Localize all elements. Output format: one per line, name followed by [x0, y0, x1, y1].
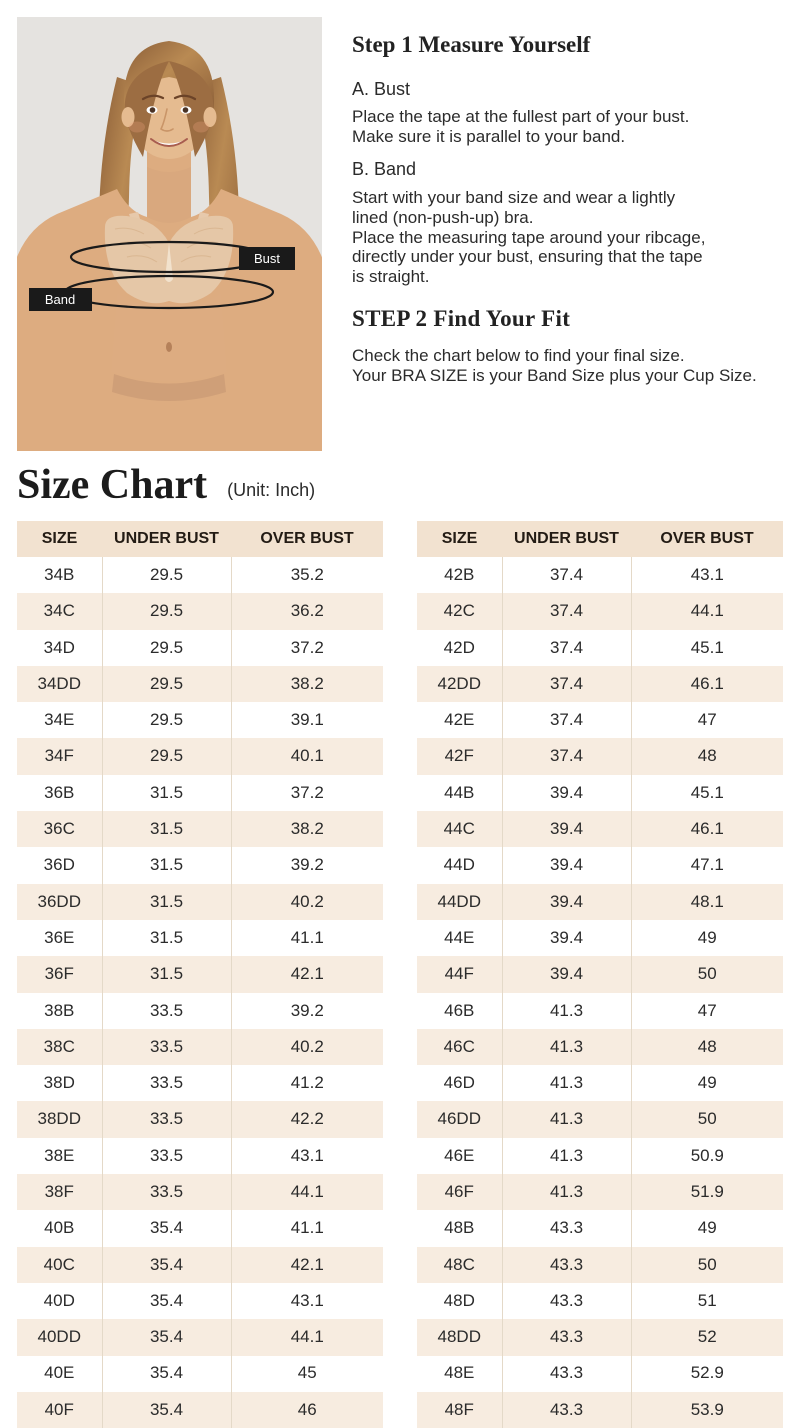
svg-text:Bust: Bust [254, 251, 280, 266]
svg-text:Band: Band [45, 292, 75, 307]
